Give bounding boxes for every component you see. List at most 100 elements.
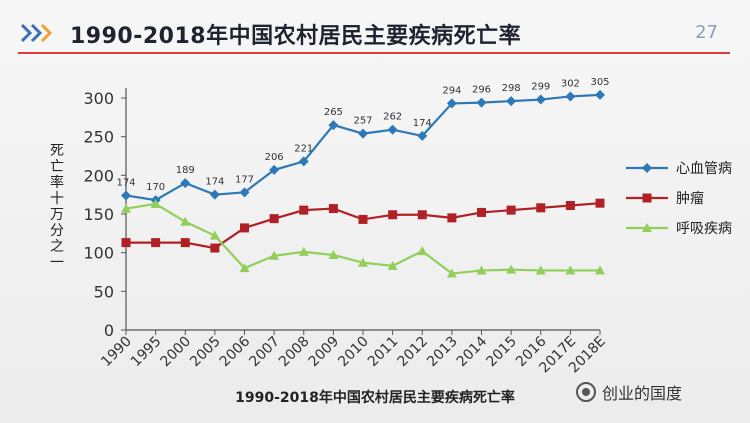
data-point bbox=[298, 246, 309, 256]
data-label: 262 bbox=[383, 112, 402, 123]
legend-label: 呼吸疾病 bbox=[676, 221, 732, 237]
data-point bbox=[121, 203, 131, 213]
wechat-icon bbox=[576, 382, 596, 402]
data-point bbox=[151, 238, 161, 248]
data-point bbox=[358, 214, 368, 224]
data-label: 305 bbox=[590, 77, 609, 88]
data-point bbox=[565, 265, 576, 275]
y-tick-label: 0 bbox=[104, 321, 114, 340]
chart-axes: 0501001502002503001990199520002005200620… bbox=[83, 88, 609, 376]
data-label: 174 bbox=[413, 118, 432, 129]
x-tick-label: 1995 bbox=[128, 334, 165, 371]
data-point bbox=[269, 164, 280, 175]
data-point bbox=[417, 246, 428, 256]
data-point bbox=[446, 98, 457, 109]
x-tick-label: 2015 bbox=[483, 334, 520, 371]
y-tick-label: 250 bbox=[83, 128, 114, 147]
x-tick-label: 2008 bbox=[276, 334, 313, 371]
data-point bbox=[476, 97, 487, 108]
x-tick-label: 2012 bbox=[395, 334, 432, 371]
y-tick-label: 100 bbox=[83, 244, 114, 263]
data-point bbox=[536, 203, 546, 213]
data-point bbox=[150, 198, 161, 208]
x-tick-label: 2005 bbox=[187, 334, 224, 371]
data-label: 221 bbox=[294, 143, 313, 154]
data-point bbox=[210, 243, 220, 253]
data-point bbox=[240, 223, 249, 233]
data-point bbox=[595, 89, 605, 100]
page-number: 27 bbox=[695, 22, 718, 43]
data-point bbox=[565, 91, 576, 102]
legend-marker bbox=[642, 193, 652, 203]
legend-label: 肿瘤 bbox=[676, 190, 704, 207]
data-point bbox=[595, 265, 605, 275]
series-line-1 bbox=[126, 202, 601, 250]
data-point bbox=[180, 216, 191, 226]
x-tick-label: 2010 bbox=[335, 334, 372, 371]
header: 1990-2018年中国农村居民主要疾病死亡率 27 bbox=[0, 8, 750, 60]
legend-marker bbox=[642, 223, 652, 232]
data-label: 296 bbox=[472, 85, 491, 96]
page-title: 1990-2018年中国农村居民主要疾病死亡率 bbox=[70, 24, 522, 49]
x-tick-label: 2011 bbox=[365, 334, 402, 371]
legend-marker bbox=[642, 163, 652, 173]
data-point bbox=[535, 265, 546, 275]
series-line-0 bbox=[125, 93, 601, 202]
data-point bbox=[239, 263, 250, 273]
data-point bbox=[506, 96, 517, 107]
data-label: 177 bbox=[235, 174, 254, 185]
data-point bbox=[269, 250, 280, 260]
y-tick-label: 300 bbox=[83, 89, 114, 108]
chart-points bbox=[121, 89, 605, 278]
data-label: 174 bbox=[116, 177, 135, 188]
data-point bbox=[387, 124, 398, 135]
data-label: 170 bbox=[146, 182, 165, 193]
data-label: 174 bbox=[205, 177, 224, 188]
chart-title: 1990-2018年中国农村居民主要疾病死亡率 bbox=[235, 389, 515, 406]
y-tick-label: 150 bbox=[83, 205, 114, 224]
watermark-text: 创业的国度 bbox=[602, 384, 683, 403]
data-point bbox=[446, 268, 457, 278]
data-label: 265 bbox=[324, 107, 343, 118]
data-point bbox=[565, 200, 575, 210]
data-label: 294 bbox=[442, 85, 461, 96]
x-tick-label: 2000 bbox=[158, 334, 195, 371]
double-chevron-icon bbox=[20, 23, 53, 43]
data-label: 302 bbox=[561, 78, 580, 89]
data-label: 298 bbox=[502, 83, 521, 94]
legend-label: 心血管病 bbox=[676, 161, 732, 177]
data-point bbox=[506, 264, 517, 274]
data-point bbox=[328, 120, 339, 131]
x-tick-label: 2013 bbox=[424, 334, 461, 371]
header-divider bbox=[18, 52, 730, 54]
y-tick-label: 200 bbox=[83, 166, 114, 185]
data-point bbox=[358, 257, 368, 267]
data-point bbox=[328, 204, 338, 214]
data-point bbox=[298, 156, 309, 167]
data-point bbox=[388, 210, 398, 220]
data-point bbox=[121, 238, 131, 248]
data-point bbox=[269, 214, 279, 224]
x-tick-label: 2006 bbox=[217, 333, 254, 370]
data-point bbox=[506, 205, 516, 215]
watermark: 创业的国度 bbox=[576, 380, 682, 404]
data-label: 257 bbox=[353, 116, 372, 127]
data-point bbox=[387, 260, 398, 270]
data-point bbox=[180, 178, 191, 189]
data-label: 299 bbox=[531, 82, 550, 93]
data-point bbox=[535, 94, 546, 105]
data-point bbox=[477, 207, 486, 217]
data-point bbox=[209, 230, 220, 240]
data-label: 206 bbox=[265, 152, 284, 163]
data-point bbox=[358, 128, 368, 139]
data-point bbox=[417, 130, 428, 141]
x-tick-label: 2014 bbox=[454, 333, 491, 370]
x-tick-label: 2007 bbox=[246, 334, 283, 371]
data-point bbox=[239, 187, 250, 198]
data-point bbox=[299, 205, 309, 215]
chart-data-labels: 174 170 189 174 177 206 221 265 257 262 174 294 296 2… bbox=[116, 77, 609, 193]
data-point bbox=[417, 210, 427, 220]
